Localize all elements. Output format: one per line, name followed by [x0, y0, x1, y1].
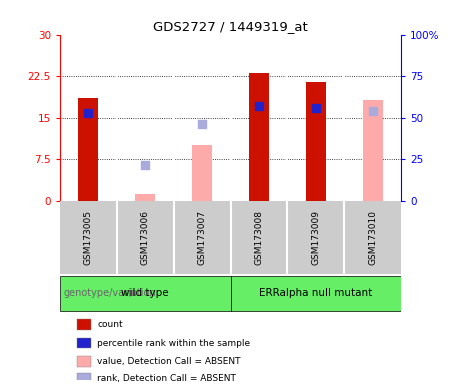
- Bar: [78, 98, 98, 201]
- Bar: [77, 373, 91, 384]
- Text: GSM173009: GSM173009: [311, 210, 320, 265]
- Bar: [77, 356, 91, 367]
- Point: [255, 103, 263, 109]
- Bar: [306, 82, 326, 201]
- Text: GSM173007: GSM173007: [198, 210, 207, 265]
- Text: GSM173005: GSM173005: [84, 210, 93, 265]
- Bar: [77, 319, 91, 330]
- Text: ERRalpha null mutant: ERRalpha null mutant: [259, 288, 372, 298]
- Bar: [60, 276, 230, 311]
- Text: GSM173008: GSM173008: [254, 210, 263, 265]
- Bar: [363, 100, 383, 201]
- Point: [85, 110, 92, 116]
- Title: GDS2727 / 1449319_at: GDS2727 / 1449319_at: [153, 20, 308, 33]
- Point: [369, 108, 376, 114]
- Text: wild type: wild type: [121, 288, 169, 298]
- Text: GSM173010: GSM173010: [368, 210, 377, 265]
- Text: count: count: [97, 320, 123, 329]
- Bar: [135, 194, 155, 201]
- Point: [198, 121, 206, 127]
- Text: genotype/variation: genotype/variation: [63, 288, 156, 298]
- Bar: [249, 73, 269, 201]
- Text: GSM173006: GSM173006: [141, 210, 150, 265]
- Bar: [230, 276, 401, 311]
- Bar: [77, 338, 91, 348]
- Text: rank, Detection Call = ABSENT: rank, Detection Call = ABSENT: [97, 374, 236, 383]
- Text: percentile rank within the sample: percentile rank within the sample: [97, 339, 251, 348]
- Point: [312, 105, 319, 111]
- Bar: [192, 146, 212, 201]
- Point: [142, 162, 149, 168]
- Text: value, Detection Call = ABSENT: value, Detection Call = ABSENT: [97, 357, 241, 366]
